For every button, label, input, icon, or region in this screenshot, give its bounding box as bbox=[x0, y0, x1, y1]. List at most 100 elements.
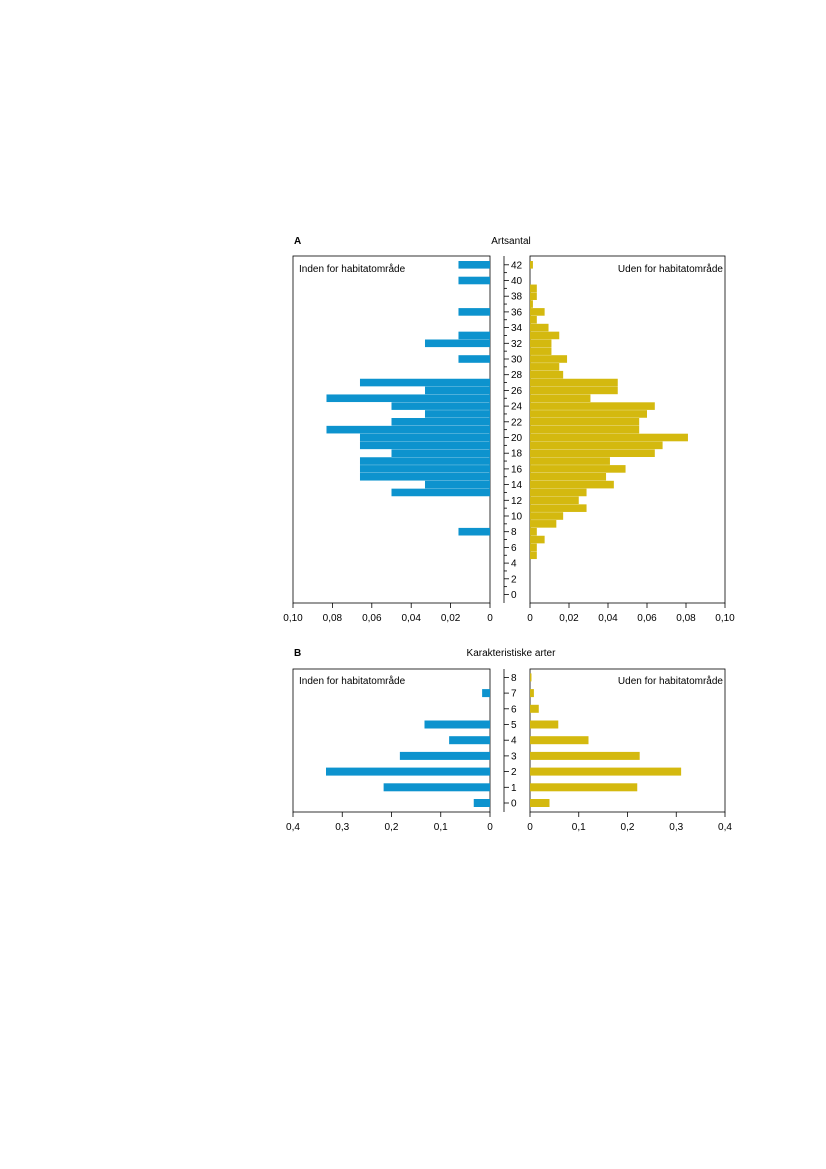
bar-right-37 bbox=[530, 300, 533, 308]
bar-left-5 bbox=[424, 720, 490, 729]
bar-right-13 bbox=[530, 488, 587, 497]
category-tick-label: 22 bbox=[511, 417, 523, 428]
x-tick-label-left: 0,04 bbox=[401, 613, 421, 624]
bar-right-26 bbox=[530, 386, 618, 395]
bar-right-8 bbox=[530, 527, 537, 536]
category-tick-label: 36 bbox=[511, 307, 523, 318]
bar-left-20 bbox=[359, 433, 490, 442]
bar-right-30 bbox=[530, 355, 568, 363]
bar-left-33 bbox=[458, 331, 490, 340]
bar-right-8 bbox=[530, 673, 532, 682]
bar-left-36 bbox=[458, 308, 490, 316]
panel-a-left-bars bbox=[326, 261, 490, 536]
category-tick-label: 8 bbox=[511, 673, 517, 684]
x-tick-label-right: 0,3 bbox=[669, 822, 683, 833]
bar-right-7 bbox=[530, 689, 534, 698]
bar-right-11 bbox=[530, 504, 587, 512]
x-tick-label-right: 0 bbox=[527, 822, 533, 833]
bar-left-32 bbox=[424, 339, 490, 348]
bar-right-3 bbox=[530, 751, 640, 760]
bar-right-6 bbox=[530, 543, 537, 552]
panel-a-right-bars bbox=[530, 261, 688, 560]
bar-left-23 bbox=[424, 410, 490, 418]
category-tick-label: 20 bbox=[511, 433, 523, 444]
x-tick-label-left: 0,2 bbox=[385, 822, 399, 833]
category-tick-label: 6 bbox=[511, 543, 517, 554]
category-tick-label: 3 bbox=[511, 751, 517, 762]
panel-b-right-x-axis: 0 0,1 0,2 0,3 0,4 bbox=[527, 812, 732, 833]
bar-right-29 bbox=[530, 363, 560, 371]
bar-left-40 bbox=[458, 276, 490, 285]
category-tick-label: 34 bbox=[511, 323, 523, 334]
x-tick-label-left: 0,02 bbox=[441, 613, 461, 624]
bar-right-32 bbox=[530, 339, 552, 348]
category-tick-label: 2 bbox=[511, 767, 517, 778]
category-tick-label: 5 bbox=[511, 720, 517, 731]
bar-right-34 bbox=[530, 323, 549, 332]
panel-b-right-bars bbox=[530, 673, 682, 807]
bar-right-24 bbox=[530, 402, 655, 410]
bar-left-8 bbox=[458, 527, 490, 536]
category-tick-label: 6 bbox=[511, 704, 517, 715]
x-tick-label-right: 0,1 bbox=[572, 822, 586, 833]
bar-right-1 bbox=[530, 783, 638, 792]
x-tick-label-right: 0,06 bbox=[637, 613, 657, 624]
panel-a-right-x-axis: 0 0,02 0,04 0,06 0,08 0,10 bbox=[527, 603, 735, 624]
bar-left-7 bbox=[482, 689, 490, 698]
bar-left-22 bbox=[391, 418, 490, 426]
bar-right-22 bbox=[530, 418, 640, 426]
bar-right-27 bbox=[530, 378, 618, 387]
bar-right-18 bbox=[530, 449, 655, 457]
panel-b-right-legend-label: Uden for habitatområde bbox=[618, 675, 724, 687]
panel-b: B Karakteristiske arter Inden for habita… bbox=[286, 648, 732, 833]
bar-left-30 bbox=[458, 355, 490, 363]
bar-right-33 bbox=[530, 331, 560, 340]
bar-left-0 bbox=[473, 799, 490, 807]
panel-a-title: Artsantal bbox=[491, 236, 530, 247]
bar-right-6 bbox=[530, 704, 539, 713]
category-tick-label: 4 bbox=[511, 559, 517, 570]
bar-right-35 bbox=[530, 315, 537, 324]
bar-right-5 bbox=[530, 720, 559, 729]
x-tick-label-right: 0 bbox=[527, 613, 533, 624]
bar-left-15 bbox=[359, 472, 490, 481]
bar-left-16 bbox=[359, 465, 490, 473]
category-tick-label: 4 bbox=[511, 736, 517, 747]
panel-a: A Artsantal Inden for habitatområde Uden… bbox=[283, 236, 735, 624]
bar-right-14 bbox=[530, 480, 614, 489]
category-tick-label: 24 bbox=[511, 402, 523, 413]
bar-right-25 bbox=[530, 394, 591, 403]
category-tick-label: 16 bbox=[511, 464, 523, 475]
bar-left-21 bbox=[326, 425, 490, 434]
panel-a-right-legend-label: Uden for habitatområde bbox=[618, 263, 724, 275]
bar-right-7 bbox=[530, 535, 545, 544]
x-tick-label-left: 0,10 bbox=[283, 613, 303, 624]
category-tick-label: 7 bbox=[511, 689, 517, 700]
x-tick-label-right: 0,10 bbox=[715, 613, 735, 624]
x-tick-label-left: 0,4 bbox=[286, 822, 300, 833]
bar-left-1 bbox=[383, 783, 490, 792]
bar-left-42 bbox=[458, 261, 490, 269]
panel-b-left-x-axis: 0 0,1 0,2 0,3 0,4 bbox=[286, 812, 493, 833]
bar-right-17 bbox=[530, 457, 610, 465]
x-tick-label-right: 0,02 bbox=[559, 613, 579, 624]
bar-left-24 bbox=[391, 402, 490, 410]
category-tick-label: 0 bbox=[511, 590, 517, 601]
bar-right-38 bbox=[530, 292, 537, 300]
bar-left-18 bbox=[391, 449, 490, 457]
bar-right-12 bbox=[530, 496, 579, 505]
category-tick-label: 12 bbox=[511, 496, 523, 507]
bar-right-5 bbox=[530, 551, 537, 560]
bar-left-14 bbox=[424, 480, 490, 489]
bar-right-2 bbox=[530, 767, 682, 776]
panel-a-left-legend-label: Inden for habitatområde bbox=[299, 263, 406, 275]
bar-right-21 bbox=[530, 425, 640, 434]
panel-a-letter: A bbox=[294, 236, 301, 247]
bar-right-39 bbox=[530, 284, 537, 293]
bar-left-19 bbox=[359, 441, 490, 450]
bar-left-27 bbox=[359, 378, 490, 387]
category-tick-label: 10 bbox=[511, 512, 523, 523]
bar-left-25 bbox=[326, 394, 490, 403]
x-tick-label-right: 0,08 bbox=[676, 613, 696, 624]
